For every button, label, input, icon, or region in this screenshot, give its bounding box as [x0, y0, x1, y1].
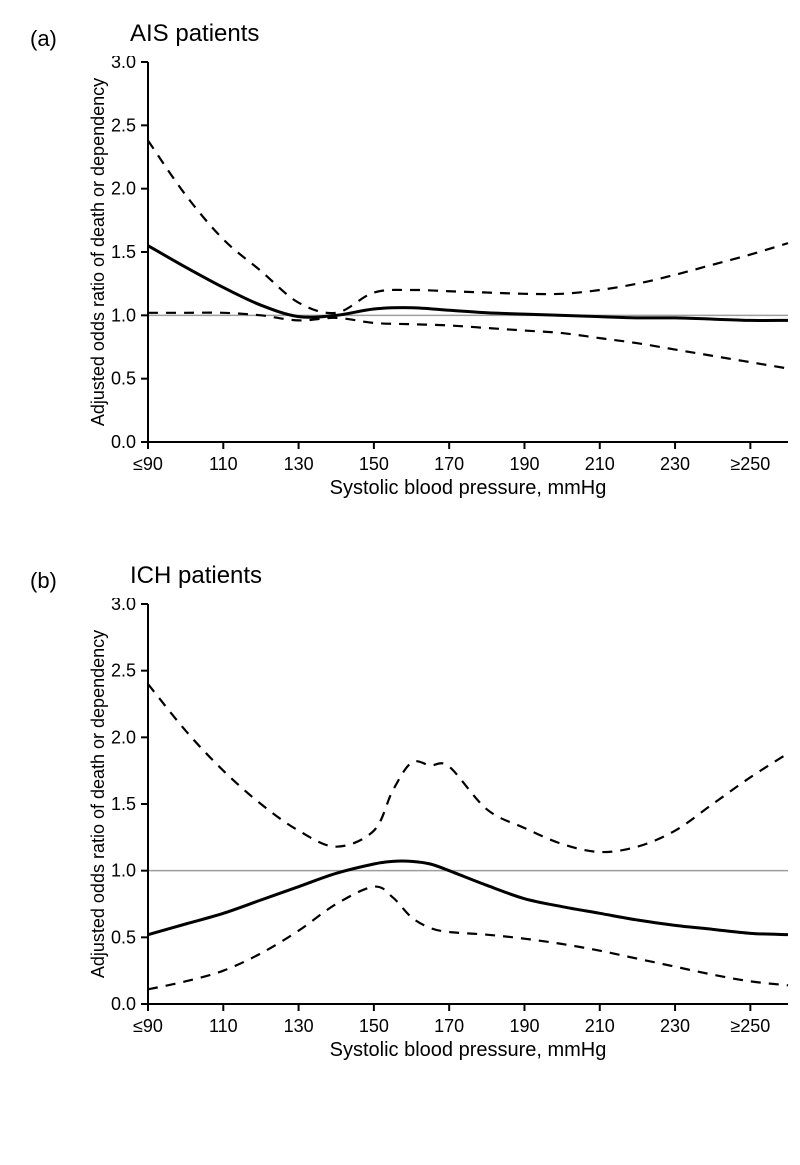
y-tick-label: 0.5: [111, 927, 136, 947]
y-tick-label: 1.5: [111, 242, 136, 262]
x-tick-label: ≤90: [133, 454, 163, 474]
y-axis-label: Adjusted odds ratio of death or dependen…: [90, 630, 108, 978]
x-tick-label: 190: [509, 454, 539, 474]
x-tick-label: 150: [359, 1016, 389, 1036]
ci-upper-curve: [148, 141, 788, 314]
x-tick-label: ≥250: [730, 454, 770, 474]
chart-panel: (b) ICH patients 0.0 0.5 1.0 1.5 2.0 2.5 3.0 ≤90 1…: [30, 562, 770, 1064]
chart-panel: (a) AIS patients 0.0 0.5 1.0 1.5 2.0 2.5 3.0 ≤90 1…: [30, 20, 770, 502]
x-axis-label: Systolic blood pressure, mmHg: [330, 477, 607, 499]
ci-lower-curve: [148, 313, 788, 369]
x-tick-label: 170: [434, 1016, 464, 1036]
y-tick-label: 1.0: [111, 305, 136, 325]
y-tick-label: 2.5: [111, 661, 136, 681]
x-tick-label: 190: [509, 1016, 539, 1036]
x-tick-label: 130: [284, 454, 314, 474]
y-tick-label: 0.0: [111, 432, 136, 452]
panel-tag: (b): [30, 568, 57, 594]
plot-area: 0.0 0.5 1.0 1.5 2.0 2.5 3.0 ≤90 110 130 150 170 190 2…: [90, 56, 770, 502]
y-tick-label: 3.0: [111, 598, 136, 614]
panel-title: AIS patients: [130, 20, 770, 48]
chart-svg: 0.0 0.5 1.0 1.5 2.0 2.5 3.0 ≤90 110 130 150 170 190 2…: [90, 56, 794, 502]
x-tick-label: ≤90: [133, 1016, 163, 1036]
y-tick-label: 0.0: [111, 994, 136, 1014]
y-tick-label: 0.5: [111, 369, 136, 389]
x-tick-label: 110: [209, 454, 238, 474]
x-tick-label: 230: [660, 1016, 690, 1036]
x-tick-label: 170: [434, 454, 464, 474]
panel-tag: (a): [30, 26, 57, 52]
x-tick-label: 210: [585, 1016, 615, 1036]
panel-title: ICH patients: [130, 562, 770, 590]
x-tick-label: ≥250: [730, 1016, 770, 1036]
chart-svg: 0.0 0.5 1.0 1.5 2.0 2.5 3.0 ≤90 110 130 150 170 190 2…: [90, 598, 794, 1064]
x-tick-label: 110: [209, 1016, 238, 1036]
point-estimate-curve: [148, 861, 788, 935]
ci-lower-curve: [148, 887, 788, 990]
ci-upper-curve: [148, 684, 788, 852]
y-tick-label: 1.0: [111, 861, 136, 881]
y-tick-label: 2.0: [111, 179, 136, 199]
x-axis-label: Systolic blood pressure, mmHg: [330, 1039, 607, 1061]
x-tick-label: 210: [585, 454, 615, 474]
x-tick-label: 150: [359, 454, 389, 474]
plot-area: 0.0 0.5 1.0 1.5 2.0 2.5 3.0 ≤90 110 130 150 170 190 2…: [90, 598, 770, 1064]
y-tick-label: 2.5: [111, 115, 136, 135]
x-tick-label: 130: [284, 1016, 314, 1036]
y-tick-label: 1.5: [111, 794, 136, 814]
y-tick-label: 3.0: [111, 56, 136, 72]
x-tick-label: 230: [660, 454, 690, 474]
y-axis-label: Adjusted odds ratio of death or dependen…: [90, 78, 108, 426]
y-tick-label: 2.0: [111, 727, 136, 747]
